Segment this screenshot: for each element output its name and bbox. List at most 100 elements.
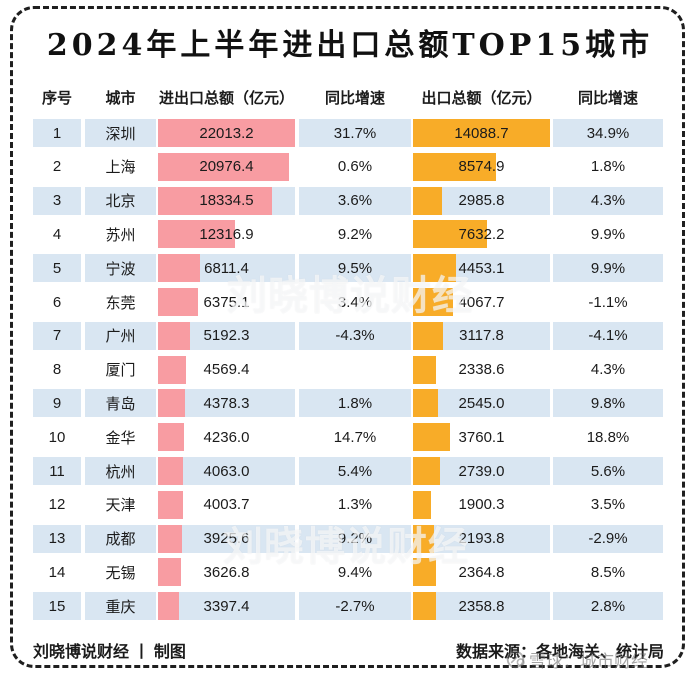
export-growth-cell: -1.1% (553, 288, 663, 316)
export-growth-cell: 9.9% (553, 220, 663, 249)
export-bar (413, 490, 432, 519)
city-cell: 天津 (85, 490, 156, 519)
total-growth-cell: 9.5% (299, 254, 411, 283)
total-growth-cell: 9.2% (299, 524, 411, 553)
table-header-row: 序号 城市 进出口总额（亿元） 同比增速 出口总额（亿元） 同比增速 (0, 86, 700, 108)
total-growth-cell: 1.3% (299, 490, 411, 519)
table-row: 13 成都 3925.6 9.2% 2193.8 -2.9% (0, 524, 700, 553)
total-bar (158, 558, 181, 587)
export-value: 2364.8 (458, 563, 505, 581)
export-value: 2358.8 (458, 597, 505, 615)
city-cell: 宁波 (85, 254, 156, 283)
export-value: 2338.6 (458, 361, 505, 379)
export-value: 2985.8 (458, 192, 505, 210)
table-row: 4 苏州 12316.9 9.2% 7632.2 9.9% (0, 220, 700, 249)
table-row: 7 广州 5192.3 -4.3% 3117.8 -4.1% (0, 321, 700, 350)
table-row: 8 厦门 4569.4 2338.6 4.3% (0, 355, 700, 384)
watermark-corner: 雪球：城市财经 (506, 647, 648, 672)
total-cell: 4003.7 (158, 490, 295, 519)
export-growth-cell: -2.9% (553, 524, 663, 553)
column-header-city: 城市 (105, 89, 136, 107)
total-bar (158, 524, 183, 553)
total-cell: 18334.5 (158, 186, 295, 215)
export-growth-cell: 34.9% (553, 119, 663, 147)
export-cell: 7632.2 (413, 220, 550, 249)
page-title: 2024年上半年进出口总额TOP15城市 (46, 28, 654, 63)
rank-cell: 13 (33, 524, 81, 553)
export-bar (413, 355, 436, 384)
export-growth-cell: 2.8% (553, 592, 663, 621)
total-cell: 20976.4 (158, 152, 295, 181)
watermark-corner-text: 雪球：城市财经 (529, 652, 648, 671)
rank-cell: 7 (33, 321, 81, 350)
export-value: 4067.7 (458, 293, 505, 311)
total-cell: 12316.9 (158, 220, 295, 249)
total-value: 4569.4 (203, 361, 250, 379)
total-cell: 6811.4 (158, 254, 295, 283)
total-cell: 3626.8 (158, 558, 295, 587)
total-growth-cell: 9.4% (299, 558, 411, 587)
column-header-total: 进出口总额（亿元） (158, 89, 294, 107)
total-value: 5192.3 (203, 327, 250, 345)
city-cell: 北京 (85, 186, 156, 215)
export-bar (413, 321, 444, 350)
export-value: 4453.1 (458, 259, 505, 277)
rank-cell: 14 (33, 558, 81, 587)
table-row: 6 东莞 6375.1 3.4% 4067.7 -1.1% (0, 288, 700, 316)
city-cell: 成都 (85, 524, 156, 553)
rank-cell: 6 (33, 288, 81, 316)
total-growth-cell: 5.4% (299, 457, 411, 485)
export-cell: 2545.0 (413, 389, 550, 418)
table-row: 9 青岛 4378.3 1.8% 2545.0 9.8% (0, 389, 700, 418)
export-bar (413, 152, 497, 181)
export-growth-cell: -4.1% (553, 321, 663, 350)
total-cell: 6375.1 (158, 288, 295, 316)
export-growth-cell: 3.5% (553, 490, 663, 519)
rank-cell: 5 (33, 254, 81, 283)
export-cell: 2358.8 (413, 592, 550, 621)
total-value: 3397.4 (203, 597, 250, 615)
total-bar (158, 288, 198, 316)
export-value: 2193.8 (458, 530, 505, 548)
export-bar (413, 220, 488, 249)
export-cell: 1900.3 (413, 490, 550, 519)
total-growth-cell: 0.6% (299, 152, 411, 181)
export-cell: 3117.8 (413, 321, 550, 350)
total-cell: 3397.4 (158, 592, 295, 621)
export-cell: 2985.8 (413, 186, 550, 215)
export-cell: 4453.1 (413, 254, 550, 283)
total-cell: 4378.3 (158, 389, 295, 418)
table-row: 11 杭州 4063.0 5.4% 2739.0 5.6% (0, 457, 700, 485)
total-value: 3925.6 (203, 530, 250, 548)
export-bar (413, 288, 453, 316)
table-row: 2 上海 20976.4 0.6% 8574.9 1.8% (0, 152, 700, 181)
total-bar (158, 490, 183, 519)
city-cell: 东莞 (85, 288, 156, 316)
export-value: 3760.1 (458, 428, 505, 446)
total-cell: 5192.3 (158, 321, 295, 350)
total-bar (158, 321, 191, 350)
export-value: 2739.0 (458, 462, 505, 480)
city-cell: 金华 (85, 423, 156, 452)
export-cell: 4067.7 (413, 288, 550, 316)
rank-cell: 8 (33, 355, 81, 384)
city-cell: 无锡 (85, 558, 156, 587)
total-growth-cell: 9.2% (299, 220, 411, 249)
total-value: 6375.1 (203, 293, 250, 311)
table-row: 10 金华 4236.0 14.7% 3760.1 18.8% (0, 423, 700, 452)
city-cell: 青岛 (85, 389, 156, 418)
export-growth-cell: 1.8% (553, 152, 663, 181)
export-cell: 14088.7 (413, 119, 550, 147)
total-value: 20976.4 (199, 158, 254, 176)
total-growth-cell: 3.6% (299, 186, 411, 215)
export-bar (413, 119, 550, 147)
export-bar (413, 389, 438, 418)
export-bar (413, 558, 436, 587)
rank-cell: 11 (33, 457, 81, 485)
export-bar (413, 254, 457, 283)
rank-cell: 2 (33, 152, 81, 181)
table-row: 15 重庆 3397.4 -2.7% 2358.8 2.8% (0, 592, 700, 621)
total-bar (158, 254, 201, 283)
total-value: 3626.8 (203, 563, 250, 581)
rank-cell: 12 (33, 490, 81, 519)
